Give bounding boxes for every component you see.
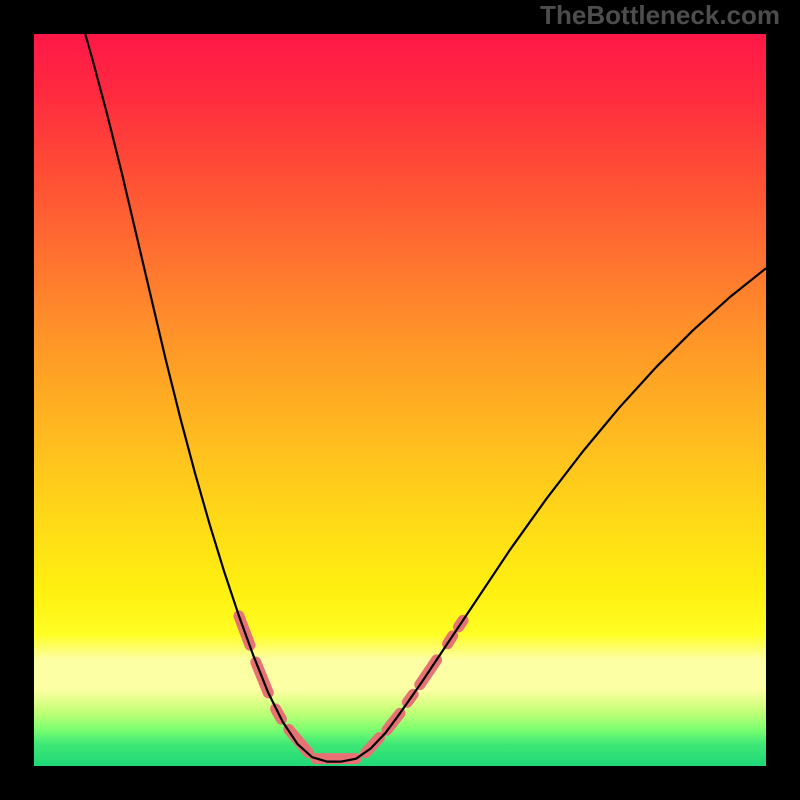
chart-container: TheBottleneck.com xyxy=(0,0,800,800)
plot-area xyxy=(34,34,766,766)
curve-layer xyxy=(34,34,766,766)
watermark-text: TheBottleneck.com xyxy=(540,0,780,31)
bottleneck-curve xyxy=(85,34,766,762)
highlight-segment xyxy=(289,729,309,752)
